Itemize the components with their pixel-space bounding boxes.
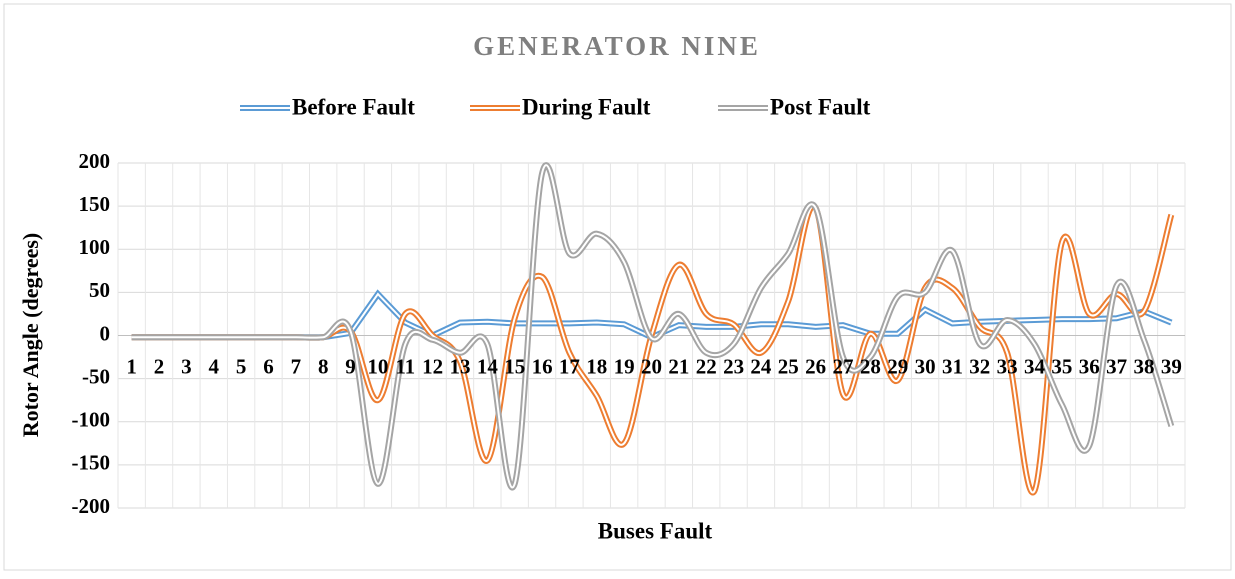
x-tick-label: 11 xyxy=(395,354,415,378)
x-tick-label: 33 xyxy=(997,354,1018,378)
x-tick-label: 5 xyxy=(236,354,247,378)
chart-border xyxy=(3,3,1232,571)
x-tick-label: 6 xyxy=(263,354,274,378)
x-tick-label: 1 xyxy=(126,354,137,378)
y-tick-label: -50 xyxy=(82,364,110,388)
x-tick-label: 31 xyxy=(942,354,963,378)
x-tick-label: 28 xyxy=(860,354,881,378)
x-tick-label: 17 xyxy=(559,354,580,378)
y-tick-label: 200 xyxy=(79,149,111,173)
series-line-inner xyxy=(131,164,1173,489)
y-axis-label: Rotor Angle (degrees) xyxy=(18,233,43,437)
x-tick-label: 37 xyxy=(1106,354,1127,378)
x-tick-label: 4 xyxy=(209,354,220,378)
lines xyxy=(131,162,1175,496)
legend-label: Post Fault xyxy=(770,94,871,119)
x-tick-label: 38 xyxy=(1133,354,1154,378)
y-tick-label: 0 xyxy=(100,321,111,345)
x-tick-label: 30 xyxy=(915,354,936,378)
y-tick-label: 150 xyxy=(79,192,111,216)
y-tick-label: -150 xyxy=(72,451,111,475)
x-tick-label: 29 xyxy=(887,354,908,378)
x-tick-label: 27 xyxy=(833,354,854,378)
x-tick-label: 12 xyxy=(422,354,443,378)
x-tick-label: 23 xyxy=(723,354,744,378)
x-tick-label: 21 xyxy=(668,354,689,378)
x-tick-label: 3 xyxy=(181,354,192,378)
x-tick-label: 10 xyxy=(367,354,388,378)
x-tick-label: 26 xyxy=(805,354,826,378)
x-tick-label: 9 xyxy=(345,354,356,378)
x-tick-label: 15 xyxy=(504,354,525,378)
y-tick-label: -100 xyxy=(72,408,111,432)
x-tick-label: 24 xyxy=(750,354,772,378)
x-tick-label: 13 xyxy=(449,354,470,378)
x-tick-label: 2 xyxy=(154,354,165,378)
x-tick-label: 32 xyxy=(969,354,990,378)
x-tick-label: 19 xyxy=(614,354,635,378)
x-tick-label: 16 xyxy=(532,354,553,378)
y-tick-label: -200 xyxy=(72,494,111,518)
y-tick-label: 50 xyxy=(89,278,110,302)
x-tick-label: 25 xyxy=(778,354,799,378)
x-tick-label: 18 xyxy=(586,354,607,378)
x-tick-label: 34 xyxy=(1024,354,1046,378)
x-axis-label: Buses Fault xyxy=(598,518,713,543)
x-tick-label: 36 xyxy=(1079,354,1100,378)
x-tick-label: 22 xyxy=(696,354,717,378)
x-tick-label: 8 xyxy=(318,354,329,378)
x-tick-label: 35 xyxy=(1051,354,1072,378)
x-tick-label: 7 xyxy=(291,354,302,378)
y-tick-label: 100 xyxy=(79,235,111,259)
x-tick-label: 39 xyxy=(1161,354,1182,378)
legend-label: Before Fault xyxy=(292,94,415,119)
legend-label: During Fault xyxy=(522,94,651,119)
chart-title: GENERATOR NINE xyxy=(473,31,761,61)
x-tick-label: 14 xyxy=(477,354,499,378)
x-tick-label: 20 xyxy=(641,354,662,378)
